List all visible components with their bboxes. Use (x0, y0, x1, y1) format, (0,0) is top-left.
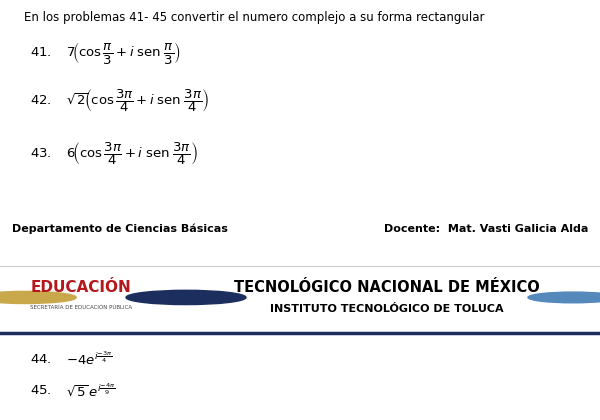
Text: $7\!\left(\cos\dfrac{\pi}{3}+i\;\mathrm{sen}\;\dfrac{\pi}{3}\right)$: $7\!\left(\cos\dfrac{\pi}{3}+i\;\mathrm{… (66, 39, 181, 66)
Text: TECNOLÓGICO NACIONAL DE MÉXICO: TECNOLÓGICO NACIONAL DE MÉXICO (234, 280, 540, 295)
Text: $\mathit{41.}$: $\mathit{41.}$ (30, 46, 52, 59)
Text: $\sqrt{5}\,e^{i\frac{-4\pi}{9}}$: $\sqrt{5}\,e^{i\frac{-4\pi}{9}}$ (66, 382, 115, 399)
Text: $6\!\left(\cos\dfrac{3\pi}{4}+i\;\mathrm{sen}\;\dfrac{3\pi}{4}\right)$: $6\!\left(\cos\dfrac{3\pi}{4}+i\;\mathrm… (66, 140, 198, 167)
Text: $\mathit{45.}$: $\mathit{45.}$ (30, 384, 52, 397)
Text: $\mathit{43.}$: $\mathit{43.}$ (30, 147, 52, 160)
Text: $\sqrt{2}\!\left(\cos\dfrac{3\pi}{4}+i\;\mathrm{sen}\;\dfrac{3\pi}{4}\right)$: $\sqrt{2}\!\left(\cos\dfrac{3\pi}{4}+i\;… (66, 87, 209, 114)
Text: SECRETARÍA DE EDUCACIÓN PÚBLICA: SECRETARÍA DE EDUCACIÓN PÚBLICA (30, 305, 132, 310)
Text: Docente:  Mat. Vasti Galicia Alda: Docente: Mat. Vasti Galicia Alda (383, 224, 588, 234)
Text: En los problemas 41- 45 convertir el numero complejo a su forma rectangular: En los problemas 41- 45 convertir el num… (24, 10, 485, 24)
Text: INSTITUTO TECNOLÓGICO DE TOLUCA: INSTITUTO TECNOLÓGICO DE TOLUCA (270, 304, 504, 314)
Circle shape (126, 290, 246, 304)
Text: Departamento de Ciencias Básicas: Departamento de Ciencias Básicas (12, 223, 228, 234)
Circle shape (0, 291, 76, 304)
Text: $-4e^{i\frac{-3\pi}{4}}$: $-4e^{i\frac{-3\pi}{4}}$ (66, 351, 112, 368)
Text: EDUCACIÓN: EDUCACIÓN (31, 280, 131, 295)
Text: $\mathit{44.}$: $\mathit{44.}$ (30, 353, 52, 366)
Circle shape (528, 292, 600, 303)
Text: $\mathit{42.}$: $\mathit{42.}$ (30, 94, 52, 107)
Text: TECNOLÓGICO
NACIONAL DE MÉXICO: TECNOLÓGICO NACIONAL DE MÉXICO (158, 277, 214, 288)
